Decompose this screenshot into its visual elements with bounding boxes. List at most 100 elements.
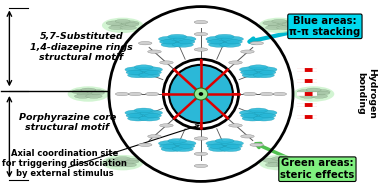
Ellipse shape [109,7,293,181]
Ellipse shape [312,89,330,94]
Ellipse shape [138,42,152,45]
Ellipse shape [316,91,330,95]
Ellipse shape [194,164,208,168]
Ellipse shape [139,116,160,121]
Ellipse shape [273,92,287,96]
Ellipse shape [174,141,196,146]
Ellipse shape [127,116,149,121]
Ellipse shape [253,73,274,78]
Ellipse shape [120,26,136,30]
Ellipse shape [215,34,234,39]
Ellipse shape [243,92,257,96]
Ellipse shape [250,143,263,146]
Ellipse shape [140,67,163,72]
Ellipse shape [126,70,143,74]
Ellipse shape [160,61,173,64]
Ellipse shape [109,163,125,167]
Ellipse shape [194,33,208,36]
Ellipse shape [194,20,208,24]
Ellipse shape [163,143,192,150]
Ellipse shape [174,36,196,42]
Ellipse shape [86,94,102,98]
Ellipse shape [129,92,142,96]
Ellipse shape [250,42,263,45]
Ellipse shape [239,67,262,72]
Ellipse shape [91,91,104,95]
Ellipse shape [211,38,239,45]
Ellipse shape [109,26,125,30]
Ellipse shape [282,160,296,163]
Ellipse shape [145,114,161,118]
Ellipse shape [268,23,291,28]
Ellipse shape [161,146,182,152]
Ellipse shape [81,88,96,92]
Ellipse shape [125,67,147,72]
Ellipse shape [127,73,149,78]
Ellipse shape [172,146,194,152]
Ellipse shape [240,70,257,74]
Ellipse shape [194,88,208,100]
Ellipse shape [74,94,91,98]
Ellipse shape [134,65,153,70]
Ellipse shape [254,67,277,72]
Ellipse shape [168,139,187,143]
Ellipse shape [77,91,99,97]
Ellipse shape [265,163,282,167]
Ellipse shape [163,38,192,45]
Ellipse shape [306,88,321,92]
Ellipse shape [241,50,254,53]
Ellipse shape [297,89,315,94]
Ellipse shape [120,163,136,167]
Ellipse shape [125,160,139,163]
Ellipse shape [259,114,276,118]
Ellipse shape [102,18,143,33]
Ellipse shape [302,91,325,97]
Ellipse shape [194,137,208,140]
Ellipse shape [226,144,242,148]
Text: Green areas:
steric effects: Green areas: steric effects [280,158,355,180]
Ellipse shape [134,108,153,113]
Ellipse shape [242,73,263,78]
Ellipse shape [158,141,181,146]
Ellipse shape [160,144,176,148]
Ellipse shape [146,92,159,96]
Text: Axial coordination site
for triggering dissociation
by external stimulus: Axial coordination site for triggering d… [2,149,127,178]
Ellipse shape [253,116,274,121]
Ellipse shape [168,34,187,39]
Ellipse shape [239,110,262,116]
Ellipse shape [68,86,109,102]
Ellipse shape [115,157,130,160]
Ellipse shape [278,158,296,163]
Ellipse shape [282,23,296,26]
Ellipse shape [221,36,243,42]
Ellipse shape [207,40,223,44]
Ellipse shape [260,92,273,96]
Ellipse shape [112,160,134,165]
Ellipse shape [220,42,241,47]
Ellipse shape [112,23,134,28]
Ellipse shape [121,158,139,163]
Ellipse shape [209,146,229,152]
Ellipse shape [194,48,208,51]
Ellipse shape [206,36,228,42]
Ellipse shape [161,42,182,47]
Ellipse shape [160,40,176,44]
Ellipse shape [148,50,161,53]
Ellipse shape [207,144,223,148]
Ellipse shape [148,135,161,138]
Ellipse shape [221,141,243,146]
Text: Blue areas:
π-π stacking: Blue areas: π-π stacking [289,16,361,37]
Ellipse shape [211,143,239,150]
Ellipse shape [242,116,263,121]
Ellipse shape [158,36,181,42]
Ellipse shape [160,124,173,127]
Ellipse shape [194,152,208,155]
Ellipse shape [129,69,158,76]
Ellipse shape [240,114,257,118]
Ellipse shape [125,23,139,26]
Text: Porphyrazine core
structural motif: Porphyrazine core structural motif [19,112,116,132]
Ellipse shape [254,110,277,116]
Ellipse shape [102,155,143,170]
Ellipse shape [293,86,334,102]
Ellipse shape [87,89,105,94]
